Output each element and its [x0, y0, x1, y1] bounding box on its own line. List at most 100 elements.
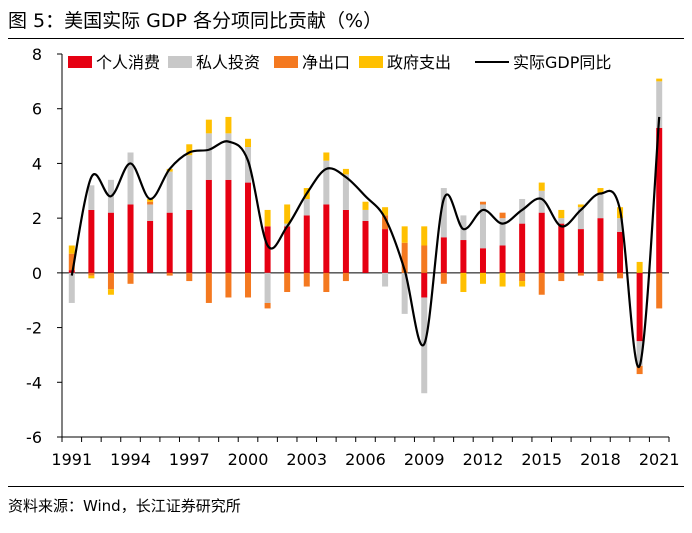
y-tick-label: -2 — [26, 319, 42, 338]
bar-segment — [68, 253, 75, 271]
bar-segment — [636, 365, 643, 375]
bar-segment — [303, 215, 310, 273]
bar-segment — [264, 209, 271, 227]
bar-segment — [656, 81, 663, 128]
bar-segment — [147, 220, 154, 273]
bar-segment — [303, 198, 310, 216]
bar-segment — [88, 275, 95, 279]
bar-segment — [264, 226, 271, 273]
bar-segment — [205, 272, 212, 303]
bar-segment — [245, 272, 252, 298]
x-tick-label: 2003 — [286, 450, 327, 469]
y-tick-label: 6 — [32, 100, 42, 119]
chart-legend: 个人消费 私人投资 净出口 政府支出 实际GDP同比 — [68, 53, 611, 72]
bar-segment — [499, 212, 506, 219]
bar-segment — [127, 152, 134, 205]
x-tick-label: 2012 — [463, 450, 504, 469]
bar-segment — [68, 272, 75, 303]
bar-segment — [186, 209, 193, 273]
gdp-yoy-line — [70, 116, 661, 368]
bar-segment — [186, 272, 193, 282]
x-tick-label: 1994 — [110, 450, 151, 469]
bar-segment — [617, 272, 624, 279]
bar-segment — [323, 160, 330, 205]
y-tick-label: 2 — [32, 209, 42, 228]
bar-segment — [107, 272, 114, 290]
bar-segment — [382, 229, 389, 273]
gdp-line-layer — [70, 116, 661, 368]
bar-segment — [636, 272, 643, 342]
bar-segment — [303, 272, 310, 287]
bar-segment — [597, 272, 604, 282]
bar-segment — [519, 198, 526, 224]
bar-segment — [421, 245, 428, 273]
bar-segment — [205, 119, 212, 134]
source-rule — [8, 486, 684, 487]
bar-segment — [460, 272, 467, 293]
bar-segment — [88, 272, 95, 276]
bar-segment — [382, 207, 389, 216]
bar-segment — [499, 218, 506, 246]
legend-label: 私人投资 — [196, 53, 260, 72]
bar-segment — [597, 188, 604, 194]
x-tick-label: 2009 — [404, 450, 445, 469]
bar-segment — [401, 272, 408, 314]
legend-swatch — [274, 56, 298, 68]
bar-segment — [499, 245, 506, 273]
bar-segment — [205, 179, 212, 273]
stacked-bars — [68, 78, 663, 394]
bar-segment — [460, 215, 467, 241]
bar-segment — [205, 133, 212, 180]
bar-segment — [245, 138, 252, 148]
bar-segment — [127, 204, 134, 273]
legend-label: 净出口 — [302, 53, 350, 72]
bar-segment — [88, 185, 95, 210]
bar-segment — [166, 171, 173, 213]
bar-segment — [636, 341, 643, 366]
bar-segment — [519, 272, 526, 282]
bar-segment — [284, 272, 291, 293]
bar-segment — [538, 190, 545, 213]
bar-segment — [323, 204, 330, 273]
bar-segment — [479, 201, 486, 205]
legend-swatch — [168, 56, 192, 68]
bar-segment — [88, 209, 95, 273]
bar-segment — [440, 272, 447, 284]
y-tick-label: 0 — [32, 264, 42, 283]
bar-segment — [225, 133, 232, 180]
bar-segment — [440, 237, 447, 273]
bar-segment — [519, 281, 526, 287]
bar-segment — [107, 289, 114, 295]
bar-segment — [558, 218, 565, 224]
bar-segment — [421, 226, 428, 246]
bar-segment — [577, 204, 584, 208]
bar-segment — [577, 229, 584, 273]
bar-segment — [264, 272, 271, 303]
bar-segment — [538, 212, 545, 273]
bar-segment — [460, 240, 467, 273]
bar-segment — [401, 242, 408, 273]
legend-label: 个人消费 — [96, 53, 160, 72]
x-tick-label: 1997 — [169, 450, 210, 469]
bar-segment — [656, 272, 663, 309]
bar-segment — [166, 212, 173, 273]
bar-segment — [577, 207, 584, 230]
y-tick-label: 8 — [32, 45, 42, 64]
legend-label: 政府支出 — [387, 53, 451, 72]
bar-segment — [558, 272, 565, 282]
x-tick-label: 2021 — [639, 450, 680, 469]
legend-swatch — [68, 56, 92, 68]
bar-segment — [362, 201, 369, 210]
bar-segment — [284, 226, 291, 273]
bar-segment — [597, 218, 604, 273]
bar-segment — [440, 188, 447, 238]
source-note: 资料来源：Wind，长江证券研究所 — [8, 497, 241, 515]
bar-segment — [499, 272, 506, 287]
x-tick-label: 2015 — [521, 450, 562, 469]
bar-segment — [225, 116, 232, 134]
y-tick-label: -4 — [26, 373, 42, 392]
y-tick-label: -6 — [26, 428, 42, 447]
bar-segment — [519, 223, 526, 273]
bar-segment — [577, 272, 584, 276]
bar-segment — [342, 168, 349, 175]
